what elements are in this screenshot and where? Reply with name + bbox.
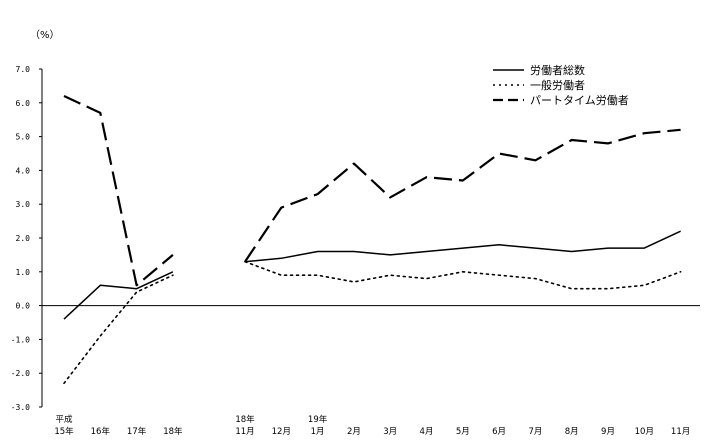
x-tick-label: 11月 — [235, 427, 254, 437]
legend-label: パートタイム労働者 — [530, 93, 629, 107]
y-tick-label: 6.0 — [16, 99, 31, 108]
series-line-2 — [63, 274, 174, 385]
series-line-3 — [63, 95, 174, 287]
y-tick-label: 2.0 — [16, 234, 31, 243]
y-tick-label: 3.0 — [16, 200, 31, 209]
series-line-1 — [63, 271, 174, 320]
x-tick-label-top: 19年 — [308, 414, 328, 425]
x-tick-label: 3月 — [383, 427, 397, 437]
x-tick-label: 11月 — [671, 427, 690, 437]
x-tick-label: 8月 — [565, 427, 579, 437]
y-tick-label: 4.0 — [16, 166, 31, 175]
y-tick-label: 7.0 — [16, 65, 31, 74]
y-tick-label: -1.0 — [11, 335, 30, 344]
y-tick-label: -3.0 — [11, 403, 30, 412]
series-line-3 — [244, 128, 681, 263]
legend-label: 労働者総数 — [530, 63, 585, 77]
x-tick-label: 4月 — [420, 427, 434, 437]
x-tick-label: 9月 — [601, 427, 615, 437]
x-tick-label: 18年 — [163, 426, 183, 437]
y-unit-label: （%） — [30, 29, 60, 41]
x-tick-label: 16年 — [91, 426, 111, 437]
series-line-2 — [244, 260, 682, 290]
y-tick-label: 5.0 — [16, 133, 31, 142]
series-lines — [63, 95, 682, 385]
legend-label: 一般労働者 — [530, 78, 585, 92]
series-line-1 — [244, 230, 681, 263]
y-tick-label: 1.0 — [16, 268, 31, 277]
y-axis: 7.0 6.0 5.0 4.0 3.0 2.0 1.0 0.0 -1.0 -2.0 -3.0 — [11, 65, 43, 412]
x-tick-label: 17年 — [127, 426, 147, 437]
x-tick-label: 10月 — [635, 427, 654, 437]
x-tick-label: 15年 — [54, 426, 74, 437]
x-tick-label: 7月 — [528, 427, 542, 437]
x-tick-label: 5月 — [456, 427, 470, 437]
x-tick-label: 2月 — [347, 427, 361, 437]
x-tick-label: 12月 — [272, 427, 291, 437]
x-tick-label-top: 平成 — [55, 414, 73, 425]
x-tick-label: 1月 — [311, 427, 325, 437]
y-tick-label: 0.0 — [16, 302, 31, 311]
x-tick-label-top: 18年 — [235, 414, 255, 425]
x-tick-label: 6月 — [492, 427, 506, 437]
y-tick-label: -2.0 — [11, 369, 30, 378]
